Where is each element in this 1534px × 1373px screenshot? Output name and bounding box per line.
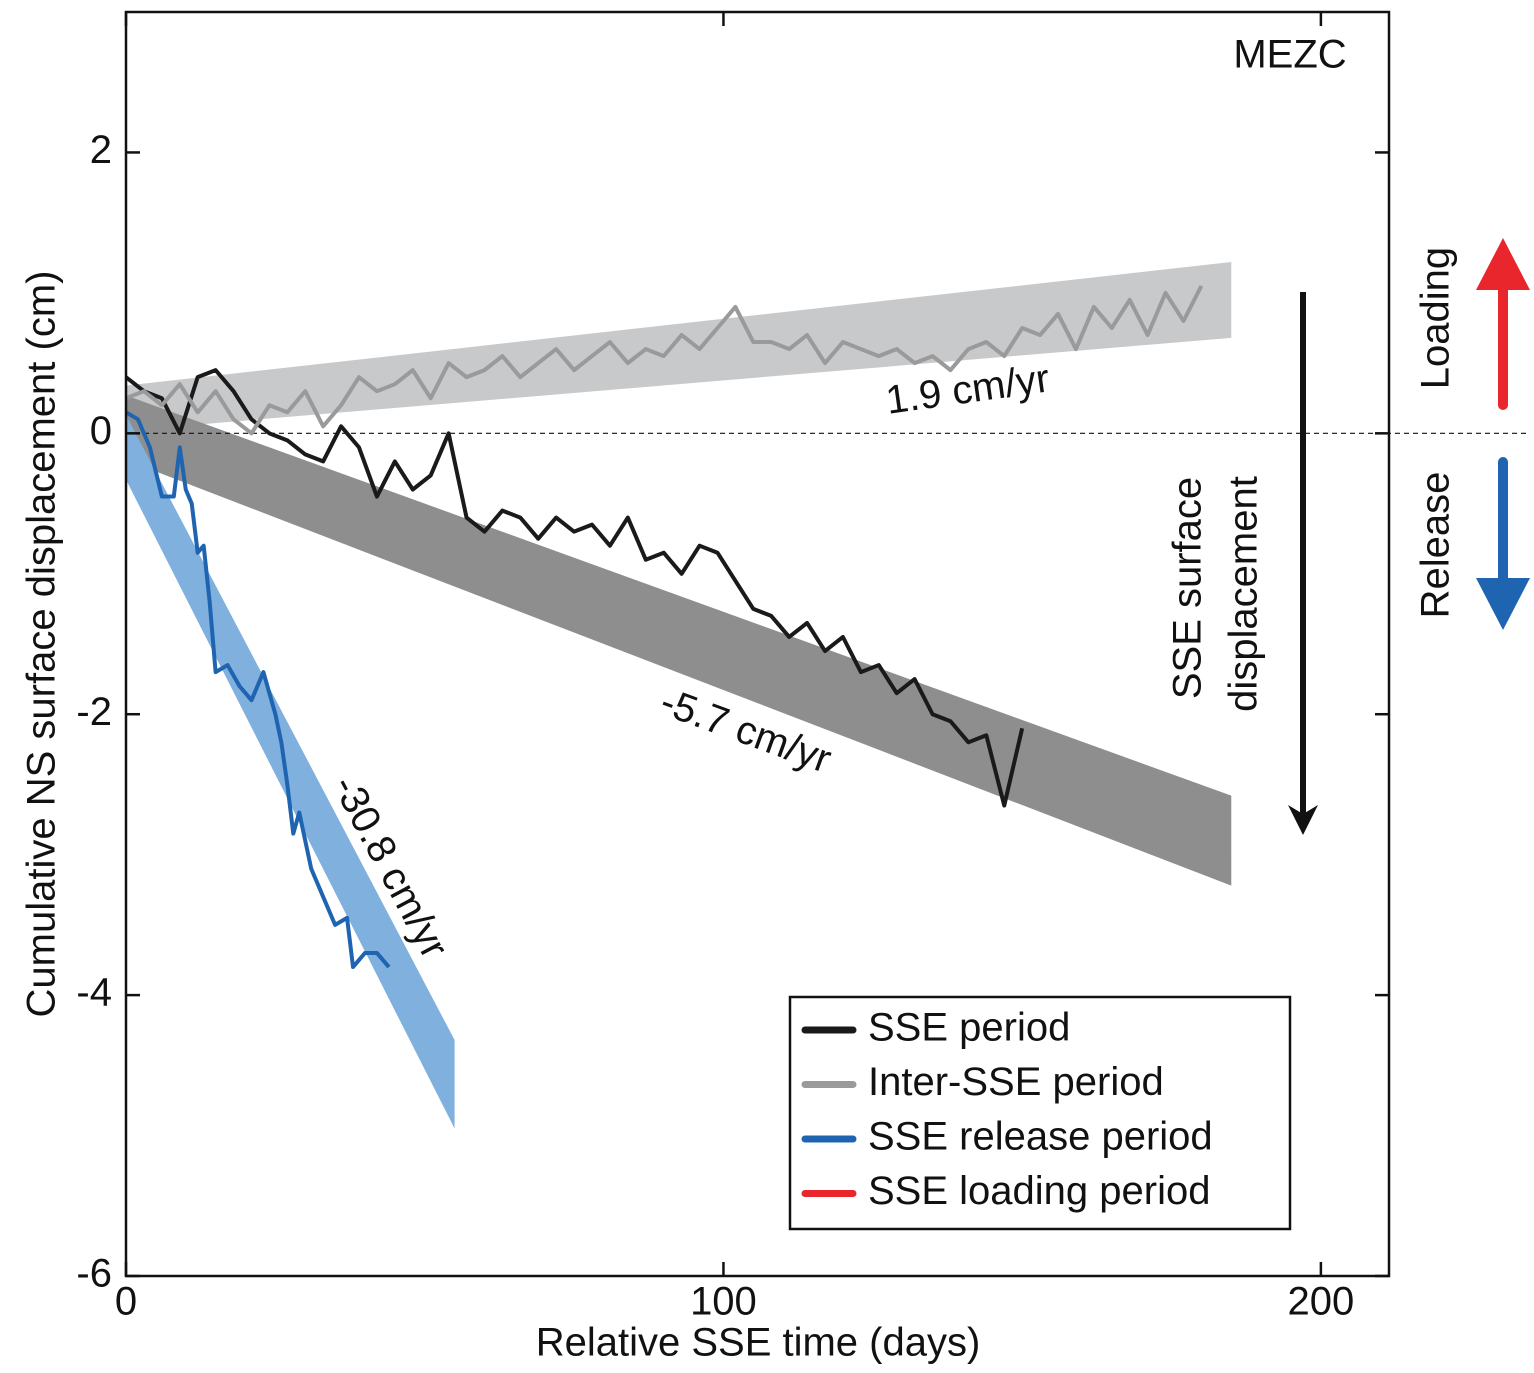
y-axis-label: Cumulative NS surface displacement (cm) — [20, 271, 64, 1018]
release-arrow-head — [1476, 578, 1530, 630]
series-line — [124, 410, 391, 970]
legend-box — [788, 995, 1292, 1231]
x-axis-label: Relative SSE time (days) — [536, 1321, 981, 1365]
series-line — [125, 284, 1204, 436]
legend-label: SSE release period — [868, 1115, 1213, 1159]
plot-frame — [124, 10, 1391, 1278]
x-tick-label: 100 — [690, 1280, 757, 1324]
station-label: MEZC — [1233, 33, 1346, 77]
side-label: displacement — [1222, 476, 1266, 712]
side-label: Loading — [1414, 247, 1458, 389]
legend-label: SSE loading period — [868, 1169, 1210, 1213]
rate-band — [126, 395, 1232, 886]
series-line — [124, 368, 1025, 808]
y-tick-label: -2 — [76, 690, 112, 734]
rate-label: 1.9 cm/yr — [883, 356, 1052, 422]
side-label: SSE surface — [1166, 477, 1210, 699]
legend-label: Inter-SSE period — [868, 1060, 1164, 1104]
y-tick-label: -4 — [76, 971, 112, 1015]
y-tick-label: -6 — [76, 1252, 112, 1296]
legend-label: SSE period — [868, 1006, 1070, 1050]
y-tick-label: 0 — [90, 409, 112, 453]
loading-arrow-head — [1476, 238, 1530, 290]
side-label: Release — [1414, 472, 1458, 619]
x-tick-label: 200 — [1288, 1280, 1355, 1324]
rate-band — [126, 261, 1232, 431]
y-tick-label: 2 — [90, 128, 112, 172]
x-tick-label: 0 — [115, 1280, 137, 1324]
